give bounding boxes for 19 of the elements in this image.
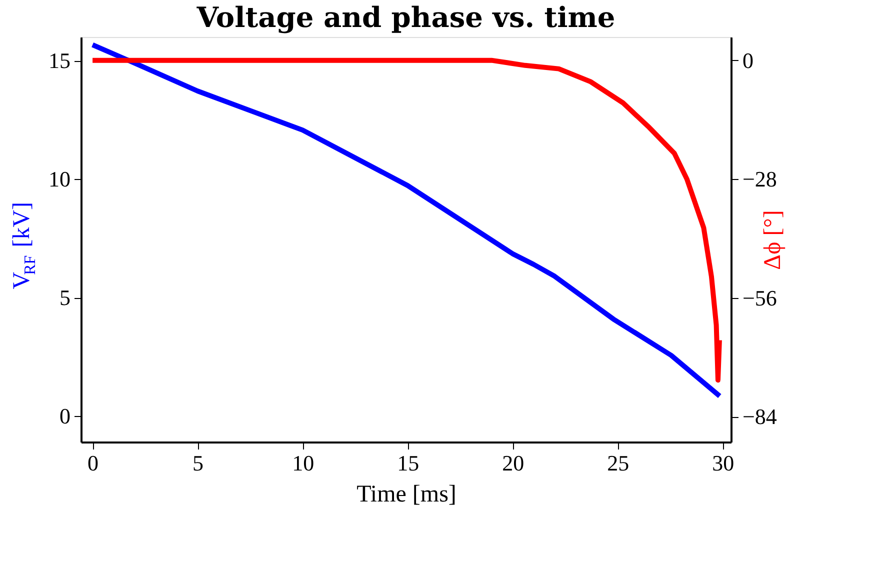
chart-title: Voltage and phase vs. time [196,1,616,34]
x-tick-label: 10 [292,450,314,476]
y-tick-label: 0 [60,403,70,428]
x-axis-title: Time [ms] [356,482,456,508]
y-axis-title: VRF [kV] [9,202,39,290]
y2-axis-title: Δϕ [°] [760,210,786,270]
y-tick-label: 5 [60,285,70,310]
x-tick-label: 30 [712,450,734,476]
x-tick-label: 25 [607,450,630,476]
x-tick-label: 5 [192,450,204,476]
y2-tick-label: 0 [742,48,754,73]
x-tick-label: 20 [502,450,524,476]
y2-tick-label: −28 [742,166,777,192]
y2-tick-label: −56 [742,285,777,310]
x-tick-label: 15 [397,450,420,476]
y-tick-label: 15 [48,48,70,74]
y-tick-label: 10 [48,166,70,192]
x-tick-label: 0 [88,450,99,476]
y2-tick-label: −84 [742,404,777,430]
